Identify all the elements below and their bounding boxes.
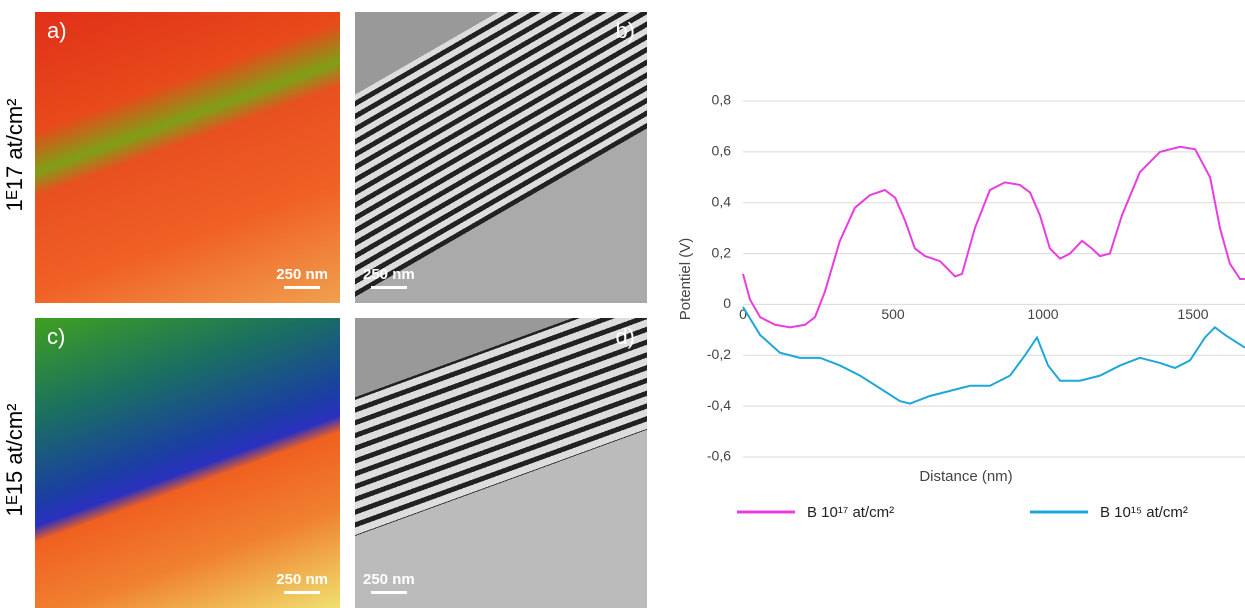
panel-label: c)	[47, 324, 66, 349]
y-tick-label: 0,8	[712, 92, 732, 108]
image-panel: b) 250 nm	[355, 12, 647, 303]
x-tick-label: 1000	[1027, 306, 1058, 322]
image-panel: d) 250 nm	[355, 318, 647, 608]
scale-text: 250 nm	[363, 571, 415, 588]
x-axis-title: Distance (nm)	[919, 468, 1012, 485]
scale-text: 250 nm	[276, 571, 328, 588]
scale-text: 250 nm	[363, 266, 415, 283]
x-tick-label: 500	[881, 306, 905, 322]
scale-bar: 250 nm	[276, 571, 328, 594]
legend-label: B 10¹⁷ at/cm²	[807, 504, 894, 521]
scale-bar: 250 nm	[363, 571, 415, 594]
legend-label: B 10¹⁵ at/cm²	[1100, 504, 1188, 521]
y-tick-label: -0,6	[707, 448, 731, 464]
scale-bar: 250 nm	[276, 266, 328, 289]
y-tick-label: 0,6	[712, 143, 732, 159]
y-tick-label: 0,2	[712, 244, 732, 260]
data-line	[742, 145, 1245, 329]
scale-bar: 250 nm	[363, 266, 415, 289]
data-line	[742, 306, 1245, 405]
scale-text: 250 nm	[276, 266, 328, 283]
x-tick-label: 1500	[1177, 306, 1208, 322]
y-tick-label: 0,4	[712, 193, 732, 209]
image-panel: a) 250 nm	[35, 12, 340, 303]
y-tick-label: -0,2	[707, 346, 731, 362]
panel-label: b)	[615, 18, 635, 43]
image-panel: c) 250 nm	[35, 318, 340, 608]
x-tick-label: 0	[739, 306, 747, 322]
y-axis-title: Potentiel (V)	[677, 238, 694, 321]
y-tick-label: -0,4	[707, 397, 731, 413]
panel-label: a)	[47, 18, 67, 43]
y-tick-label: 0	[723, 295, 731, 311]
panel-label: d)	[615, 324, 635, 349]
